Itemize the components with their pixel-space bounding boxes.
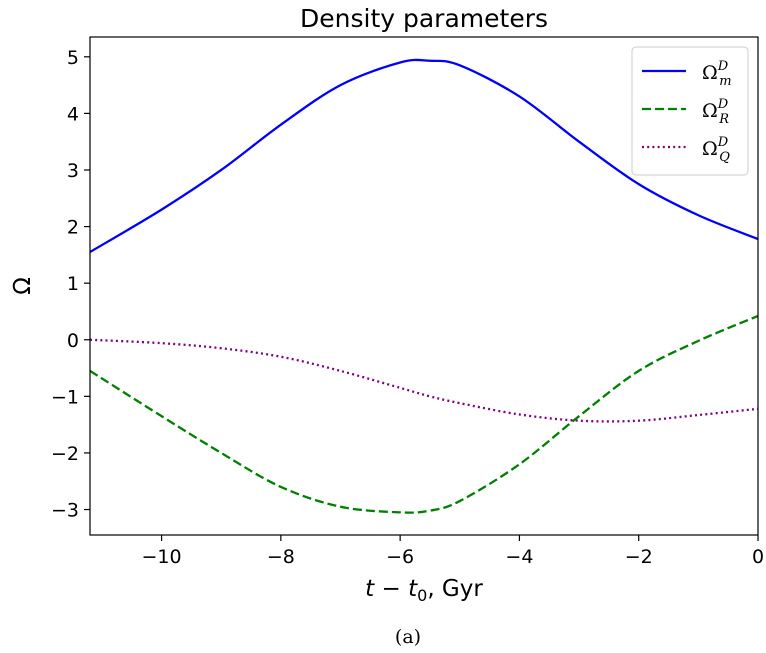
x-label-t: t [365, 576, 375, 602]
figure-caption: (a) [395, 626, 421, 648]
legend: ΩD m ΩD R ΩD Q [631, 46, 749, 176]
x-label-minus: − [374, 576, 408, 602]
x-tick-label: −6 [386, 546, 414, 568]
y-tick-label: 5 [67, 47, 79, 69]
legend-label-r: ΩD R [702, 97, 729, 127]
y-tick-label: −1 [51, 386, 79, 408]
plot-area [90, 58, 758, 514]
legend-label-q: ΩD Q [702, 135, 730, 165]
x-tick-label: 0 [752, 546, 764, 568]
y-axis-label: Ω [10, 277, 36, 295]
y-tick-label: 4 [67, 103, 79, 125]
x-tick-label: −2 [625, 546, 653, 568]
plot-frame [89, 36, 759, 536]
y-tick-label: −3 [51, 500, 79, 522]
legend-box [631, 46, 749, 176]
x-label-t0-subscript: 0 [417, 586, 427, 605]
series-line-m [90, 58, 758, 254]
series-line-q [90, 338, 758, 423]
y-tick-label: 1 [67, 273, 79, 295]
x-axis-label: t − t0, Gyr [365, 576, 483, 605]
y-tick-label: 3 [67, 160, 79, 182]
x-tick-label: −8 [267, 546, 295, 568]
x-tick-label: −10 [142, 546, 182, 568]
y-tick-label: 0 [67, 330, 79, 352]
legend-label-m: ΩD m [702, 59, 732, 89]
y-tick-label: −2 [51, 443, 79, 465]
series-line-r [90, 314, 758, 514]
y-tick-label: 2 [67, 217, 79, 239]
x-label-t0: t [408, 576, 418, 602]
x-tick-label: −4 [505, 546, 533, 568]
chart-title: Density parameters [300, 4, 548, 33]
x-label-unit: , Gyr [427, 576, 483, 602]
